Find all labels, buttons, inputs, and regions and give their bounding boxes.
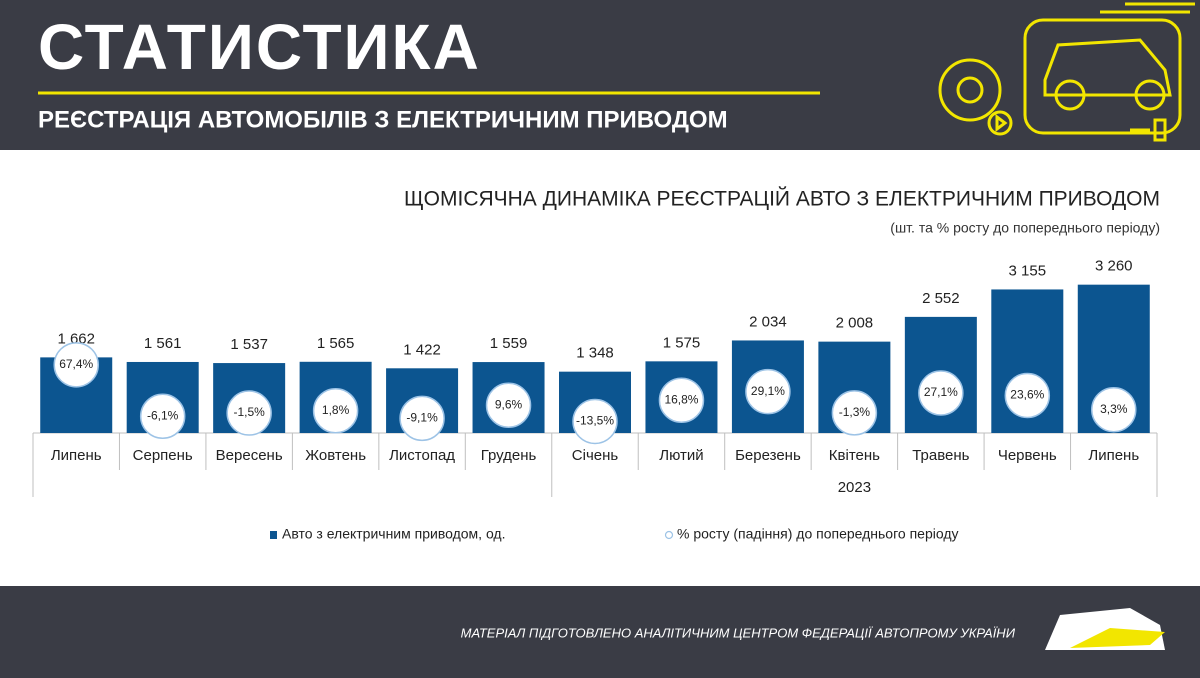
growth-marker (658, 377, 705, 423)
growth-label: -9,1% (406, 411, 438, 425)
footer-text: МАТЕРІАЛ ПІДГОТОВЛЕНО АНАЛІТИЧНИМ ЦЕНТРО… (461, 625, 1016, 640)
x-tick-label: Січень (572, 447, 619, 464)
growth-label: 3,3% (1100, 402, 1128, 416)
growth-marker (485, 382, 532, 429)
x-tick-label: Жовтень (305, 447, 366, 464)
growth-label: 1,8% (322, 403, 350, 417)
growth-label: 16,8% (664, 392, 698, 406)
growth-label: 23,6% (1010, 388, 1044, 402)
growth-marker (918, 370, 964, 416)
x-tick-label: Вересень (216, 447, 283, 464)
x-tick-label: Травень (912, 447, 969, 464)
value-label: 1 422 (403, 341, 441, 358)
x-tick-label: Червень (998, 447, 1057, 464)
x-tick-label: Квітень (829, 447, 880, 464)
chart-subtitle: (шт. та % росту до попереднього періоду) (890, 220, 1160, 236)
growth-label: 67,4% (59, 357, 93, 371)
x-tick-label: Серпень (133, 447, 193, 464)
growth-marker (53, 342, 99, 388)
growth-label: 9,6% (495, 397, 523, 411)
growth-label: -6,1% (147, 408, 179, 422)
legend-label: Авто з електричним приводом, од. (282, 526, 506, 542)
growth-marker (399, 395, 445, 442)
group-label: 2023 (838, 479, 871, 496)
value-label: 3 155 (1009, 262, 1047, 279)
value-label: 1 559 (490, 335, 528, 352)
x-tick-label: Липень (51, 447, 102, 464)
legend-label: % росту (падіння) до попереднього період… (677, 526, 958, 542)
growth-marker (745, 368, 791, 415)
x-tick-label: Липень (1088, 447, 1139, 464)
growth-marker (572, 398, 618, 445)
x-tick-label: Лютий (659, 447, 703, 464)
value-label: 2 552 (922, 290, 960, 307)
header-subtitle: РЕЄСТРАЦІЯ АВТОМОБІЛІВ З ЕЛЕКТРИЧНИМ ПРИ… (38, 106, 728, 133)
growth-marker (226, 390, 272, 436)
growth-marker (139, 393, 186, 440)
value-label: 1 565 (317, 335, 355, 352)
growth-label: 29,1% (751, 384, 785, 398)
legend-swatch (664, 530, 674, 540)
growth-marker (1091, 386, 1137, 433)
value-label: 2 034 (749, 313, 787, 330)
value-label: 1 575 (663, 334, 701, 351)
value-label: 1 537 (230, 336, 268, 353)
x-tick-label: Березень (735, 447, 801, 464)
growth-marker (1004, 372, 1051, 419)
growth-label: -13,5% (576, 414, 614, 428)
growth-label: 27,1% (924, 385, 958, 399)
chart-title: ЩОМІСЯЧНА ДИНАМІКА РЕЄСТРАЦІЙ АВТО З ЕЛЕ… (404, 187, 1160, 211)
footer-band (0, 586, 1200, 678)
value-label: 1 662 (57, 330, 95, 347)
value-label: 3 260 (1095, 258, 1133, 275)
header-title: СТАТИСТИКА (38, 11, 481, 83)
growth-label: -1,5% (233, 405, 265, 419)
growth-marker (831, 390, 878, 436)
header-icon (938, 2, 1195, 142)
legend-swatch (270, 531, 277, 539)
growth-marker (312, 387, 359, 434)
growth-label: -1,3% (839, 405, 871, 419)
value-label: 2 008 (836, 315, 874, 332)
value-label: 1 561 (144, 335, 182, 352)
value-label: 1 348 (576, 345, 614, 362)
footer-logo (1045, 608, 1165, 650)
x-tick-label: Грудень (481, 447, 537, 464)
x-tick-label: Листопад (389, 447, 455, 464)
